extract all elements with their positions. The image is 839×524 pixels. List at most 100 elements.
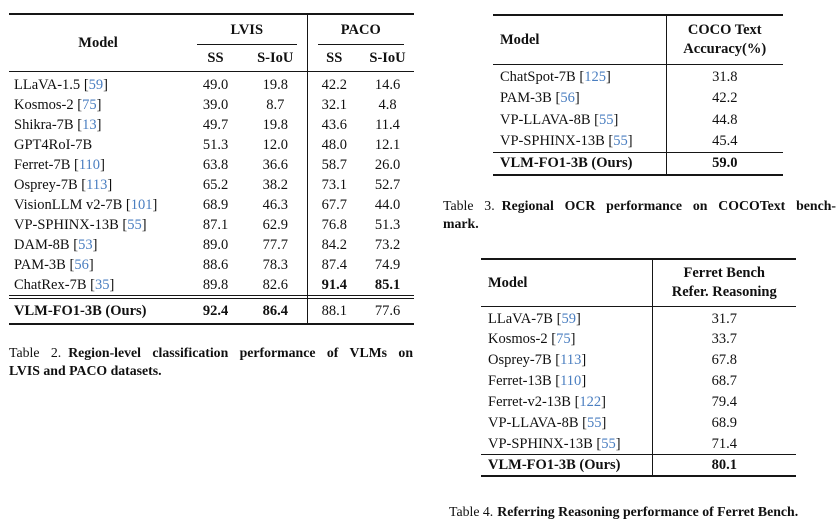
table-row: Ferret-13B [110] 68.7 [481,370,796,392]
model-name: ChatRex-7B [14,276,87,293]
citation-link[interactable]: 56 [560,89,575,106]
header-group-row: Model LVIS PACO [9,14,415,72]
model-cell: VLM-FO1-3B (Ours) [481,454,652,476]
value-cell: 77.7 [262,236,288,253]
table-row: ChatSpot-7B [125] 31.8 [493,64,783,87]
column-header-ss-lvis: SS [187,45,244,72]
table-row: VP-LLAVA-8B [55] 44.8 [493,108,783,131]
table3-caption: Table 3. Regional OCR performance on COCO… [443,197,836,233]
model-name: PAM-3B [500,89,552,106]
column-header-siou-paco: S-IoU [361,45,415,72]
model-cell: Ferret-v2-13B [122] [488,394,607,410]
model-cell: ChatRex-7B [35] [14,276,115,293]
model-name: Ferret-13B [488,373,552,389]
citation-link[interactable]: 110 [560,373,582,389]
citation-link[interactable]: 113 [86,176,108,193]
model-name: GPT4RoI-7B [14,136,93,153]
citation-link[interactable]: 55 [598,111,614,128]
citation-link[interactable]: 75 [82,96,97,113]
citation-link[interactable]: 101 [130,196,153,213]
value-cell: 31.8 [665,64,783,87]
final-row: VLM-FO1-3B (Ours) 59.0 [493,152,783,175]
citation-link[interactable]: 55 [601,435,616,452]
model-cell: Kosmos-2 [75] [14,96,102,113]
table-row: Kosmos-2 [75] 33.7 [481,328,796,350]
table-row: PAM-3B [56] 88.6 78.3 87.4 74.9 [9,254,414,275]
citation-link[interactable]: 59 [88,76,104,93]
table-row: LLaVA-1.5 [59] 49.0 19.8 42.2 14.6 [9,71,414,95]
citation-link[interactable]: 113 [560,352,582,368]
value-cell: 62.9 [262,216,288,233]
model-cell: DAM-8B [53] [14,236,98,253]
column-group-lvis: LVIS [187,14,307,45]
double-rule [9,294,415,299]
citation-link[interactable]: 13 [82,116,97,133]
value-cell: 45.4 [665,130,783,153]
table-row: GPT4RoI-7B 51.3 12.0 48.0 12.1 [9,134,414,155]
value-cell: 12.1 [374,136,401,153]
ocr-performance-table: Model COCO Text Accuracy(%) ChatSpot-7B … [493,14,783,176]
citation-link[interactable]: 75 [556,331,571,347]
value-cell: 84.2 [306,234,361,255]
model-name: Ferret-v2-13B [488,394,571,410]
model-name: Kosmos-2 [488,331,548,347]
table-row: VP-SPHINX-13B [55] 45.4 [493,130,783,153]
model-cell: LLaVA-1.5 [59] [14,76,108,93]
model-cell: VP-LLAVA-8B [55] [488,415,607,431]
citation-link[interactable]: 53 [78,236,93,253]
value-cell: 86.4 [262,302,288,319]
model-name: LLaVA-1.5 [14,76,81,93]
value-cell: 89.8 [202,276,229,293]
table-row: Ferret-7B [110] 63.8 36.6 58.7 26.0 [9,154,414,175]
value-cell: 71.4 [651,433,796,455]
table2-caption-line1: Table 2. Region-level classification perf… [9,345,413,360]
value-cell: 59.0 [665,152,783,175]
value-cell: 33.7 [651,328,796,350]
citation-link[interactable]: 56 [74,256,89,273]
model-cell: VP-SPHINX-13B [55] [488,435,621,452]
model-name: Kosmos-2 [14,96,74,113]
model-name: LLaVA-7B [488,310,553,327]
citation-link[interactable]: 35 [94,276,110,293]
model-name: DAM-8B [14,236,70,253]
value-cell: 12.0 [262,136,288,153]
column-header-line2: Refer. Reasoning [671,283,777,300]
model-name: VP-LLAVA-8B [500,111,591,128]
table-row: VisionLLM v2-7B [101] 68.9 46.3 67.7 44.0 [9,194,414,215]
value-cell: 19.8 [262,76,288,93]
model-name: VLM-FO1-3B (Ours) [488,457,621,473]
table-row: VP-SPHINX-13B [55] 87.1 62.9 76.8 51.3 [9,214,414,235]
header-row: Model COCO Text Accuracy(%) [493,15,783,65]
value-cell: 88.1 [306,298,361,324]
value-cell: 79.4 [651,391,796,413]
citation-link[interactable]: 122 [579,394,602,410]
value-cell: 67.7 [306,194,361,215]
citation-link[interactable]: 59 [561,310,576,327]
value-cell: 92.4 [202,302,229,319]
value-cell: 65.2 [202,176,229,193]
table2-caption: Table 2. Region-level classification perf… [9,344,413,380]
table-row: Osprey-7B [113] 65.2 38.2 73.1 52.7 [9,174,414,195]
value-cell: 63.8 [202,156,229,173]
model-cell: Ferret-13B [110] [488,373,587,389]
value-cell: 44.8 [665,108,783,131]
model-name: VP-SPHINX-13B [14,216,119,233]
value-cell: 42.2 [306,71,361,95]
value-cell: 26.0 [374,156,401,173]
value-cell: 51.3 [202,136,229,153]
citation-link[interactable]: 125 [584,68,606,85]
model-cell: PAM-3B [56] [500,89,580,106]
citation-link[interactable]: 110 [78,156,101,173]
model-cell: VP-SPHINX-13B [55] [14,216,147,233]
model-cell: Osprey-7B [113] [488,352,587,368]
value-cell: 73.2 [374,236,401,253]
header-sub-row: SS S-IoU SS S-IoU [9,45,415,72]
citation-link[interactable]: 55 [127,216,142,233]
model-cell: PAM-3B [56] [14,256,94,273]
value-cell: 46.3 [262,196,288,213]
value-cell: 49.7 [202,116,229,133]
citation-link[interactable]: 55 [613,133,628,150]
value-cell: 39.0 [202,96,229,113]
citation-link[interactable]: 55 [586,415,602,431]
value-cell: 89.0 [202,236,229,253]
